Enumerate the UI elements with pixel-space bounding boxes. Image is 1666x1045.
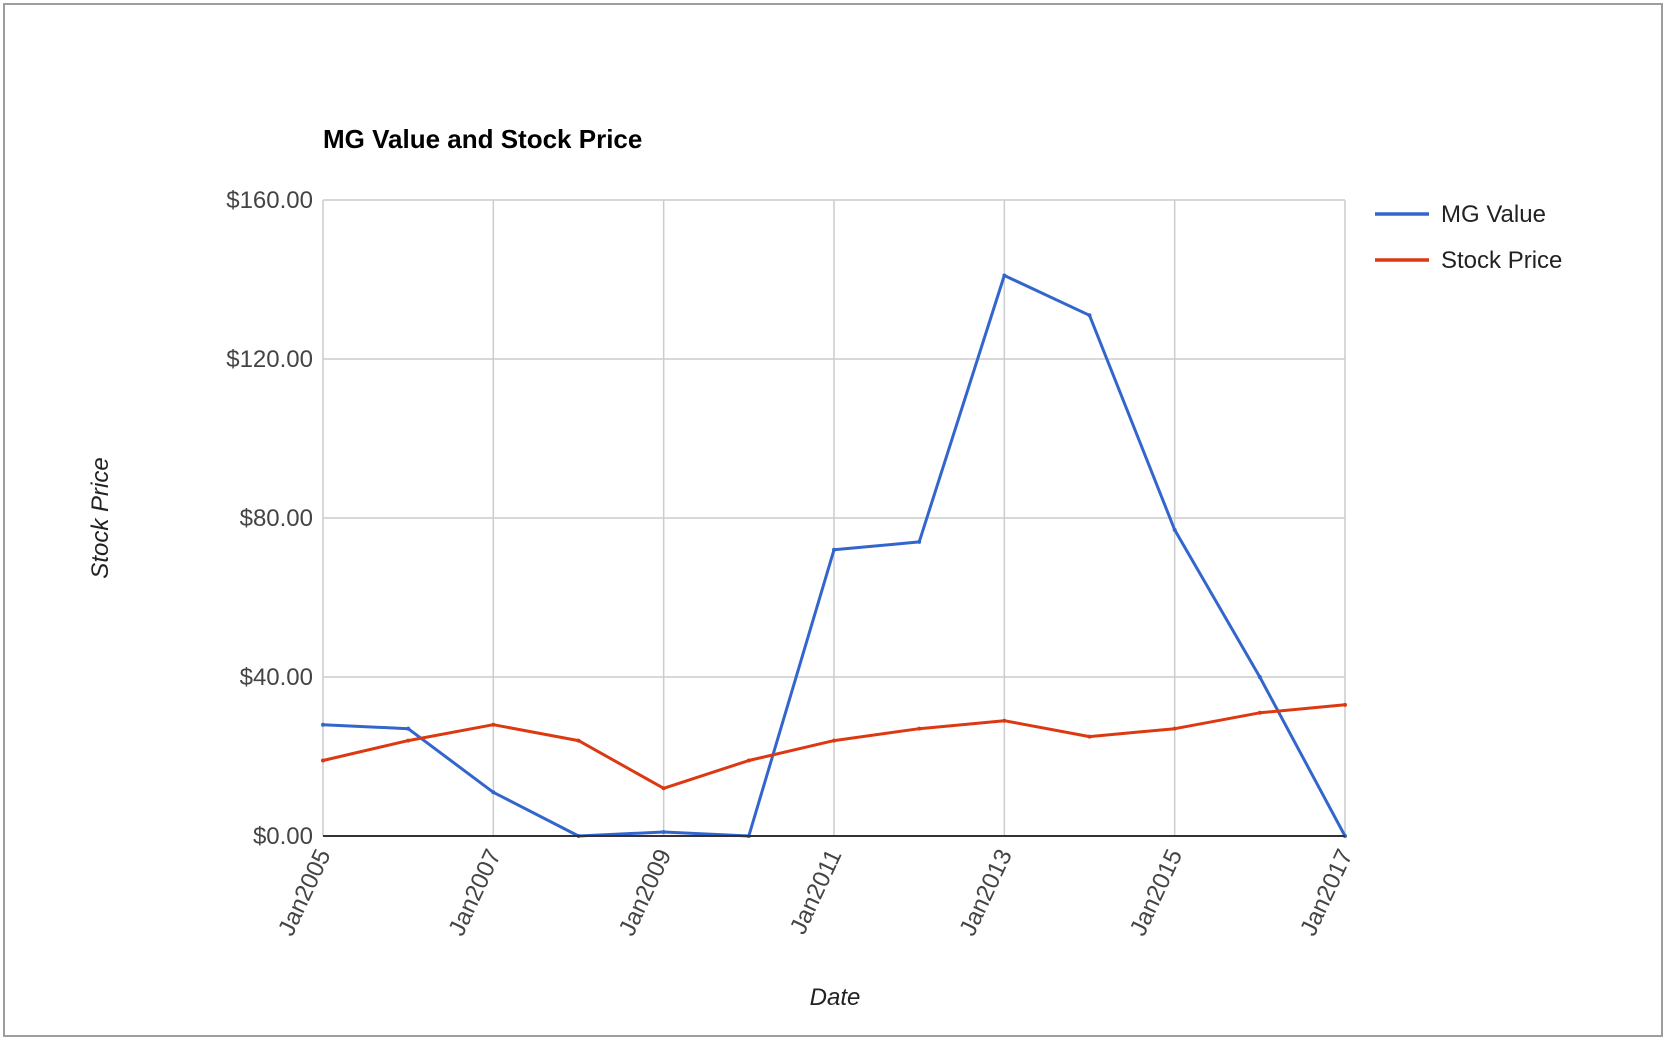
data-point-stock-price — [1002, 718, 1007, 723]
chart-border — [3, 3, 1663, 1037]
data-point-stock-price — [321, 758, 325, 763]
data-point-mg-value — [661, 830, 666, 835]
legend: MG Value Stock Price — [1375, 201, 1562, 274]
data-point-mg-value — [1002, 273, 1007, 278]
data-point-mg-value — [1257, 675, 1262, 679]
data-point-stock-price — [746, 758, 751, 763]
data-point-stock-price — [917, 726, 922, 731]
data-point-stock-price — [1172, 726, 1177, 731]
y-axis-ticks: $0.00 $40.00 $80.00 $120.00 $160.00 — [226, 187, 313, 850]
data-point-mg-value — [917, 539, 922, 544]
chart-title: MG Value and Stock Price — [323, 124, 642, 154]
data-point-mg-value — [832, 547, 836, 552]
data-point-stock-price — [1343, 702, 1347, 707]
data-point-mg-value — [321, 722, 325, 727]
data-point-stock-price — [406, 738, 411, 743]
data-point-stock-price — [832, 738, 836, 743]
data-point-stock-price — [491, 722, 496, 727]
data-point-mg-value — [1172, 527, 1177, 532]
legend-label-mg-value: MG Value — [1441, 201, 1546, 228]
y-tick-label: $80.00 — [240, 505, 313, 532]
y-axis-title: Stock Price — [87, 457, 114, 578]
y-tick-label: $0.00 — [253, 823, 313, 850]
data-point-mg-value — [491, 790, 496, 795]
data-point-stock-price — [1087, 734, 1092, 739]
y-tick-label: $120.00 — [226, 346, 313, 373]
data-point-stock-price — [661, 786, 666, 791]
data-point-mg-value — [406, 726, 411, 731]
y-tick-label: $160.00 — [226, 187, 313, 214]
legend-label-stock-price: Stock Price — [1441, 247, 1562, 274]
data-point-mg-value — [1087, 313, 1092, 318]
x-axis-title: Date — [810, 984, 861, 1011]
y-tick-label: $40.00 — [240, 664, 313, 691]
data-point-stock-price — [1257, 710, 1262, 715]
data-point-stock-price — [576, 738, 581, 743]
